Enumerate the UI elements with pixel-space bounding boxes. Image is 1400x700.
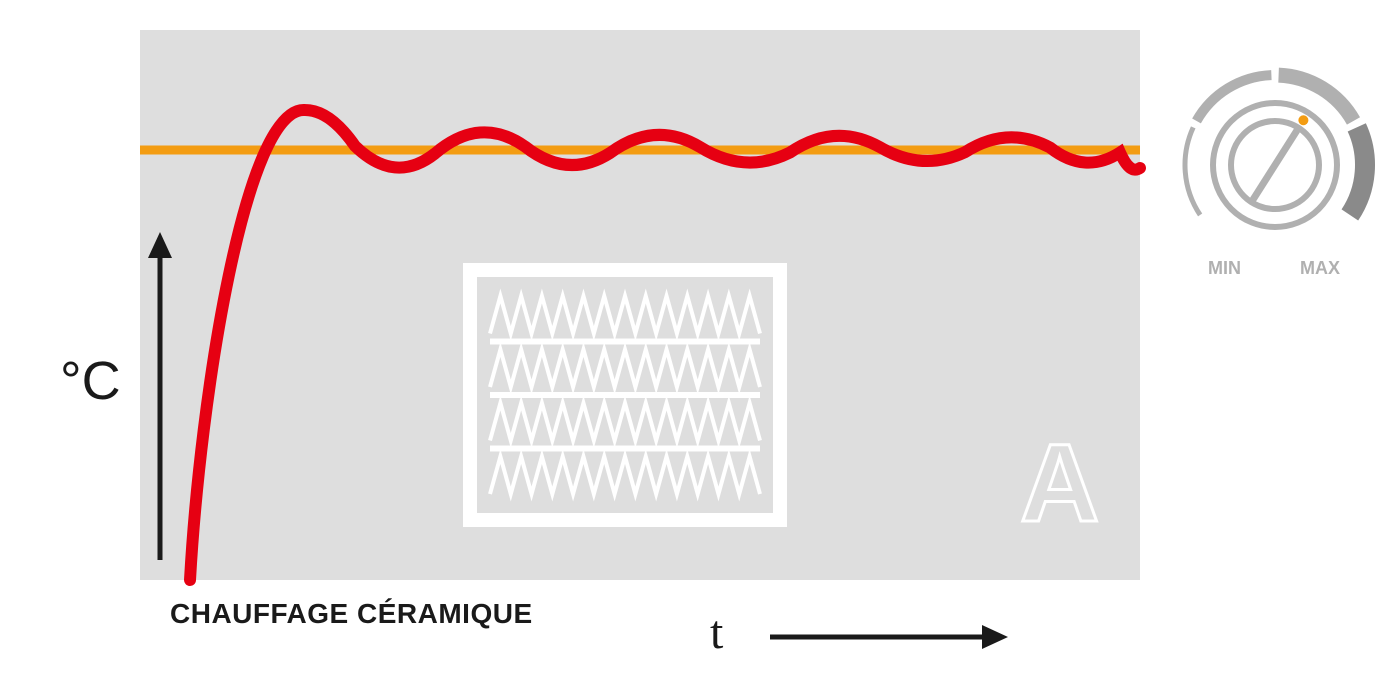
diagram-container: A °C t CHAUFFAGE CÉRAMIQUE MIN MAX bbox=[0, 0, 1400, 700]
dial-max-label: MAX bbox=[1300, 258, 1340, 279]
dial-min-label: MIN bbox=[1208, 258, 1241, 279]
control-dial-icon bbox=[0, 0, 1400, 700]
